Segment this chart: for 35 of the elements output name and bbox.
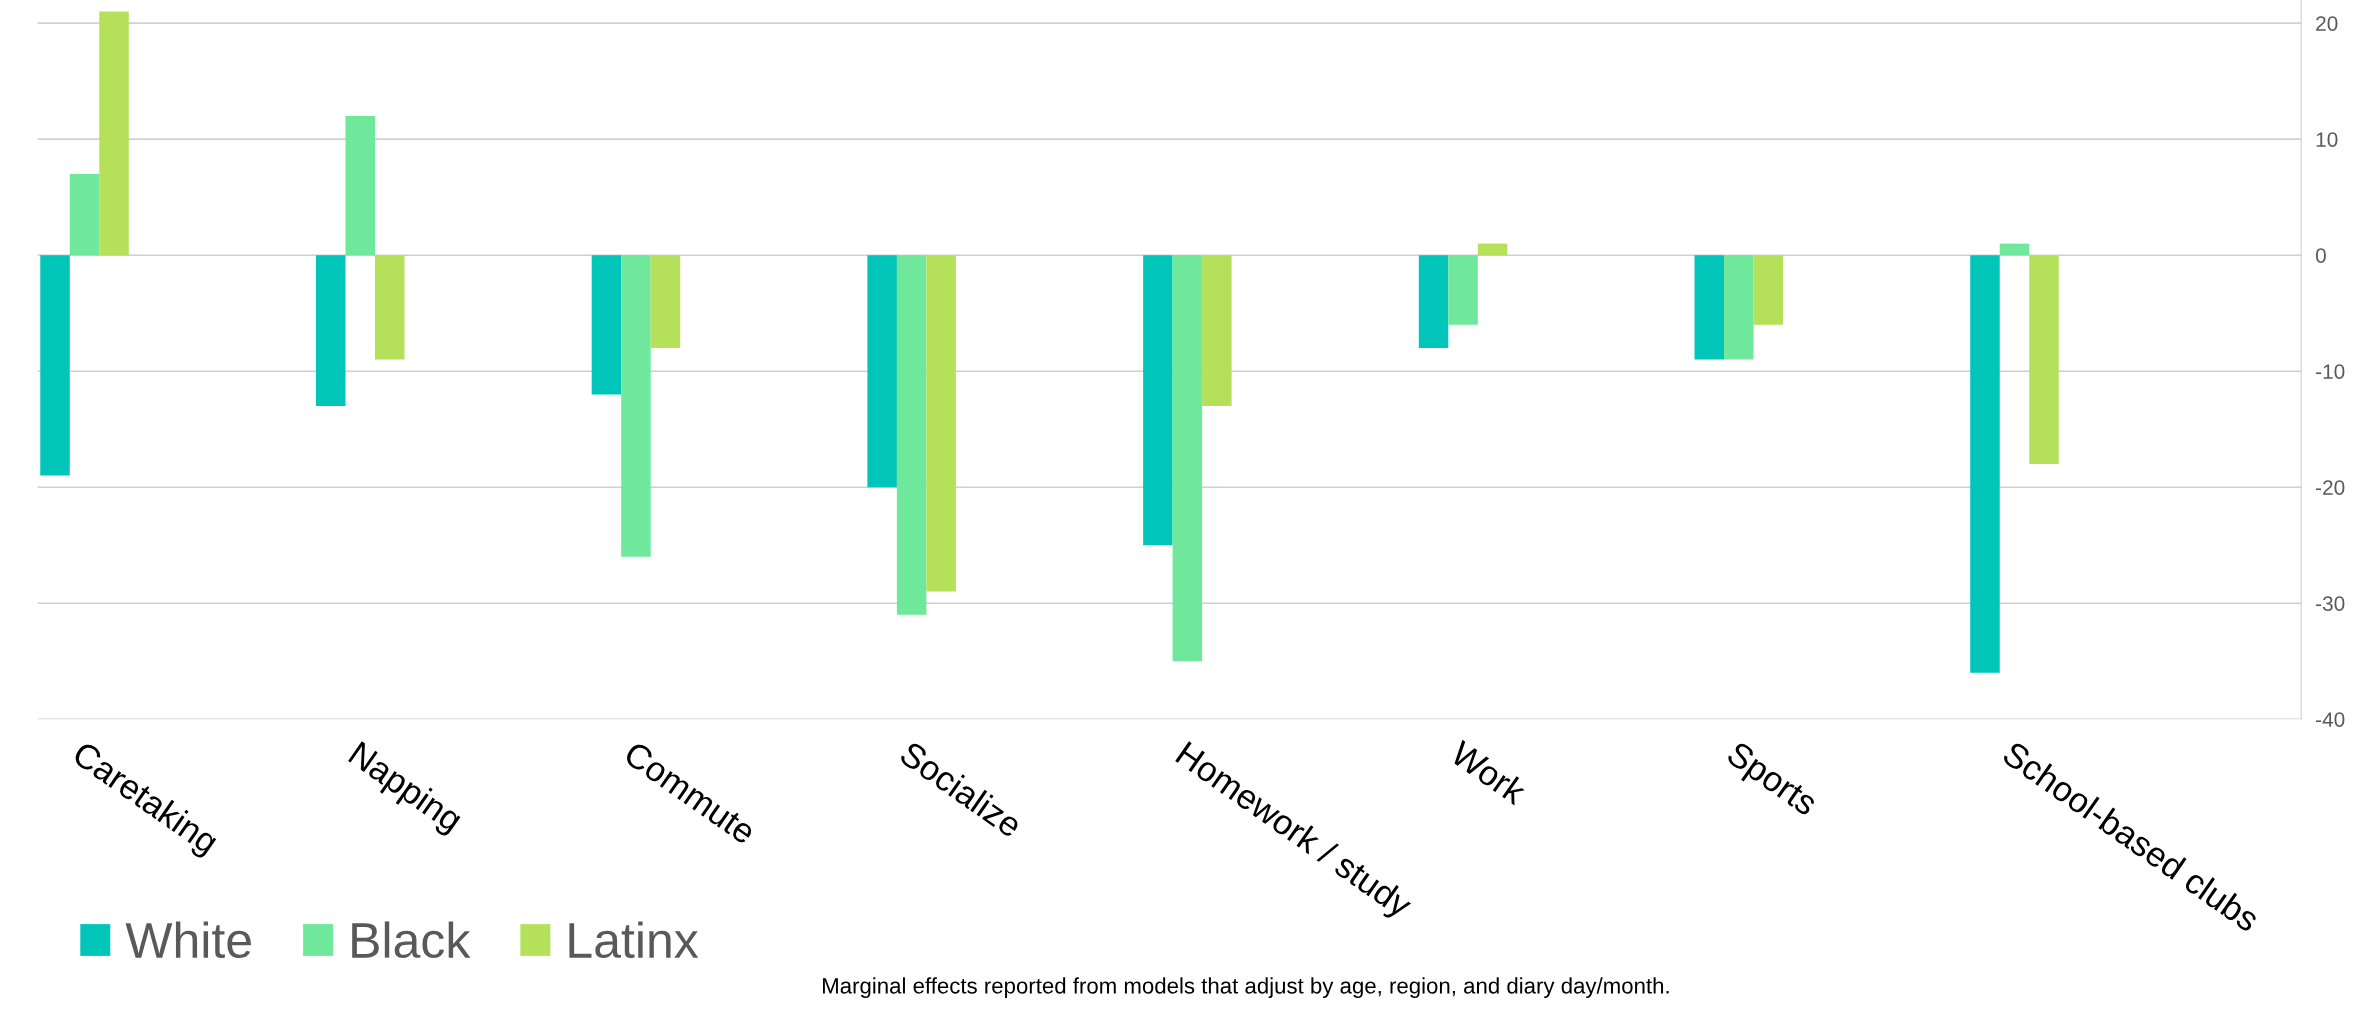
bar <box>1418 255 1449 349</box>
bar <box>1172 255 1203 662</box>
bar <box>650 255 681 349</box>
bar <box>926 255 956 592</box>
y-tick-label: -30 <box>2316 596 2345 611</box>
bar <box>315 255 346 407</box>
bar <box>345 116 375 256</box>
bar <box>1448 255 1478 325</box>
bar <box>591 255 622 395</box>
y-tick-label: 0 <box>2315 248 2326 263</box>
bar <box>99 11 129 256</box>
bar <box>1202 255 1232 407</box>
y-tick-label: 20 <box>2316 16 2338 31</box>
bar <box>2029 255 2059 465</box>
bar <box>40 255 70 476</box>
bar <box>1694 255 1725 360</box>
bar <box>1970 255 2000 673</box>
y-tick-label: -10 <box>2316 364 2345 379</box>
y-tick-label: -40 <box>2316 712 2345 727</box>
bar <box>1724 255 1754 360</box>
bar <box>69 174 100 256</box>
text: Marginal effects reported from models that adjust by age, region, and diary day/month. <box>823 977 1669 999</box>
bar <box>867 255 897 488</box>
bar <box>621 255 651 557</box>
legend-label: Latinx <box>569 921 699 959</box>
legend-label: White <box>125 921 251 959</box>
bar <box>1753 255 1784 325</box>
y-tick-label: 10 <box>2316 132 2338 147</box>
bar <box>1477 243 1508 256</box>
y-tick-label: -20 <box>2316 480 2345 495</box>
bar <box>1999 243 2030 256</box>
legend-label: Black <box>352 921 471 959</box>
bar <box>1143 255 1173 546</box>
bar <box>374 255 405 360</box>
bar <box>896 255 927 615</box>
